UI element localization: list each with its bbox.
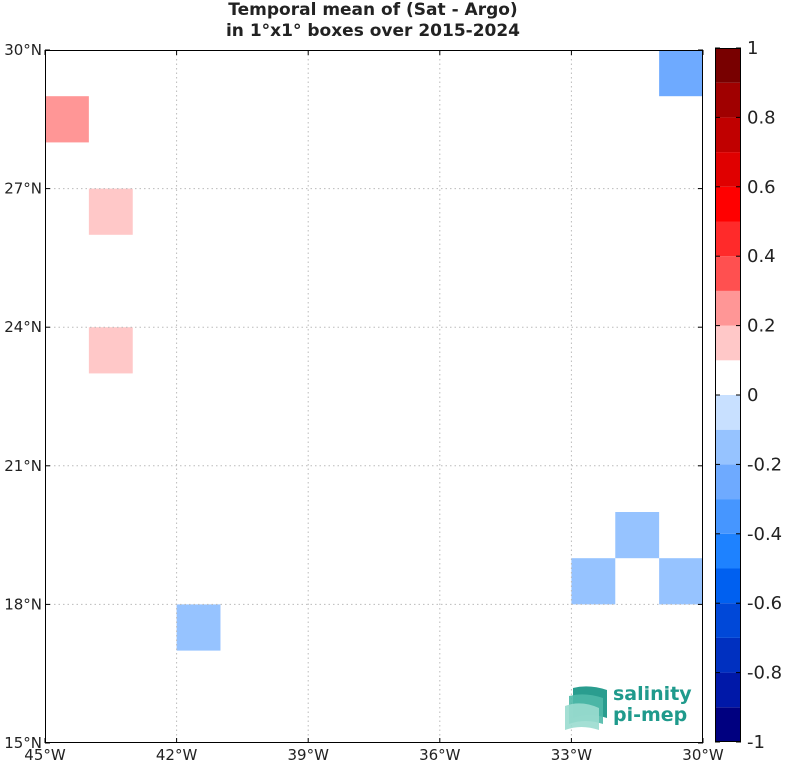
- plot-frame: [45, 50, 703, 743]
- colorbar-segment: [715, 117, 741, 153]
- colorbar-segment: [715, 637, 741, 673]
- colorbar-segment: [715, 360, 741, 395]
- logo-line-2: pi-mep: [613, 704, 688, 726]
- colorbar-segment: [715, 152, 741, 187]
- heatmap-cell: [45, 96, 89, 143]
- x-tick-label: 30°W: [682, 746, 724, 763]
- colorbar-tick-label: -1: [747, 732, 765, 753]
- colorbar-segment: [715, 82, 741, 118]
- y-tick-label: 27°N: [4, 180, 42, 198]
- colorbar-segment: [715, 672, 741, 708]
- colorbar: 1 0.8 0.6 0.4 0.2 0 -0.2 -0.4 -0.6 -0.8 -1: [715, 38, 782, 753]
- logo-text: salinity pi-mep: [613, 684, 692, 726]
- colorbar-tick-label: -0.6: [747, 593, 782, 614]
- colorbar-tick-label: -0.8: [747, 663, 782, 684]
- heatmap-cell: [88, 188, 133, 235]
- y-tick-label: 21°N: [4, 457, 42, 475]
- colorbar-tick-label: 1: [747, 38, 758, 59]
- y-tick-label: 15°N: [4, 734, 42, 752]
- heatmap-cell: [659, 50, 703, 97]
- colorbar-segment: [715, 221, 741, 257]
- x-tick-label: 33°W: [551, 746, 593, 763]
- colorbar-segment: [715, 290, 741, 326]
- colorbar-segment: [715, 429, 741, 465]
- colorbar-segment: [715, 533, 741, 569]
- colorbar-segment: [715, 48, 741, 83]
- wave-logo-icon: [565, 686, 607, 730]
- x-tick-label: 39°W: [287, 746, 329, 763]
- colorbar-segment: [715, 395, 741, 430]
- axis-ticks: 45°W 42°W 39°W 36°W 33°W 30°W 15°N 18°N 21°N 24°N…: [4, 41, 724, 763]
- colorbar-segment: [715, 568, 741, 604]
- heatmap-cell: [659, 558, 703, 605]
- heatmap-cell: [571, 558, 616, 605]
- colorbar-segment: [715, 464, 741, 500]
- heatmap-cell: [615, 512, 660, 559]
- colorbar-segment: [715, 325, 741, 361]
- colorbar-tick-label: -0.4: [747, 524, 782, 545]
- y-tick-label: 18°N: [4, 595, 42, 613]
- colorbar-segment: [715, 603, 741, 638]
- colorbar-tick-label: 0.2: [747, 316, 776, 337]
- chart-title-line-2: in 1°x1° boxes over 2015-2024: [225, 21, 521, 41]
- colorbar-tick-label: 0.8: [747, 107, 776, 128]
- colorbar-tick-label: -0.2: [747, 454, 782, 475]
- colorbar-segment: [715, 186, 741, 222]
- heatmap-cell: [88, 327, 133, 374]
- heatmap-cell: [176, 604, 221, 651]
- colorbar-segment: [715, 707, 741, 742]
- salinity-pi-mep-logo: salinity pi-mep: [563, 684, 703, 732]
- x-tick-label: 42°W: [156, 746, 198, 763]
- colorbar-segment: [715, 256, 741, 291]
- chart-title: Temporal mean of (Sat - Argo) in 1°x1° b…: [0, 0, 746, 42]
- logo-line-1: salinity: [613, 683, 692, 705]
- grid-lines: [45, 50, 703, 743]
- chart-title-line-1: Temporal mean of (Sat - Argo): [228, 0, 518, 20]
- colorbar-segment: [715, 499, 741, 534]
- colorbar-tick-label: 0: [747, 385, 758, 406]
- y-tick-label: 24°N: [4, 318, 42, 336]
- x-tick-label: 45°W: [24, 746, 66, 763]
- colorbar-tick-label: 0.6: [747, 177, 776, 198]
- y-tick-label: 30°N: [4, 41, 42, 59]
- colorbar-tick-label: 0.4: [747, 246, 776, 267]
- x-tick-label: 36°W: [419, 746, 461, 763]
- heatmap-cells: [45, 50, 703, 651]
